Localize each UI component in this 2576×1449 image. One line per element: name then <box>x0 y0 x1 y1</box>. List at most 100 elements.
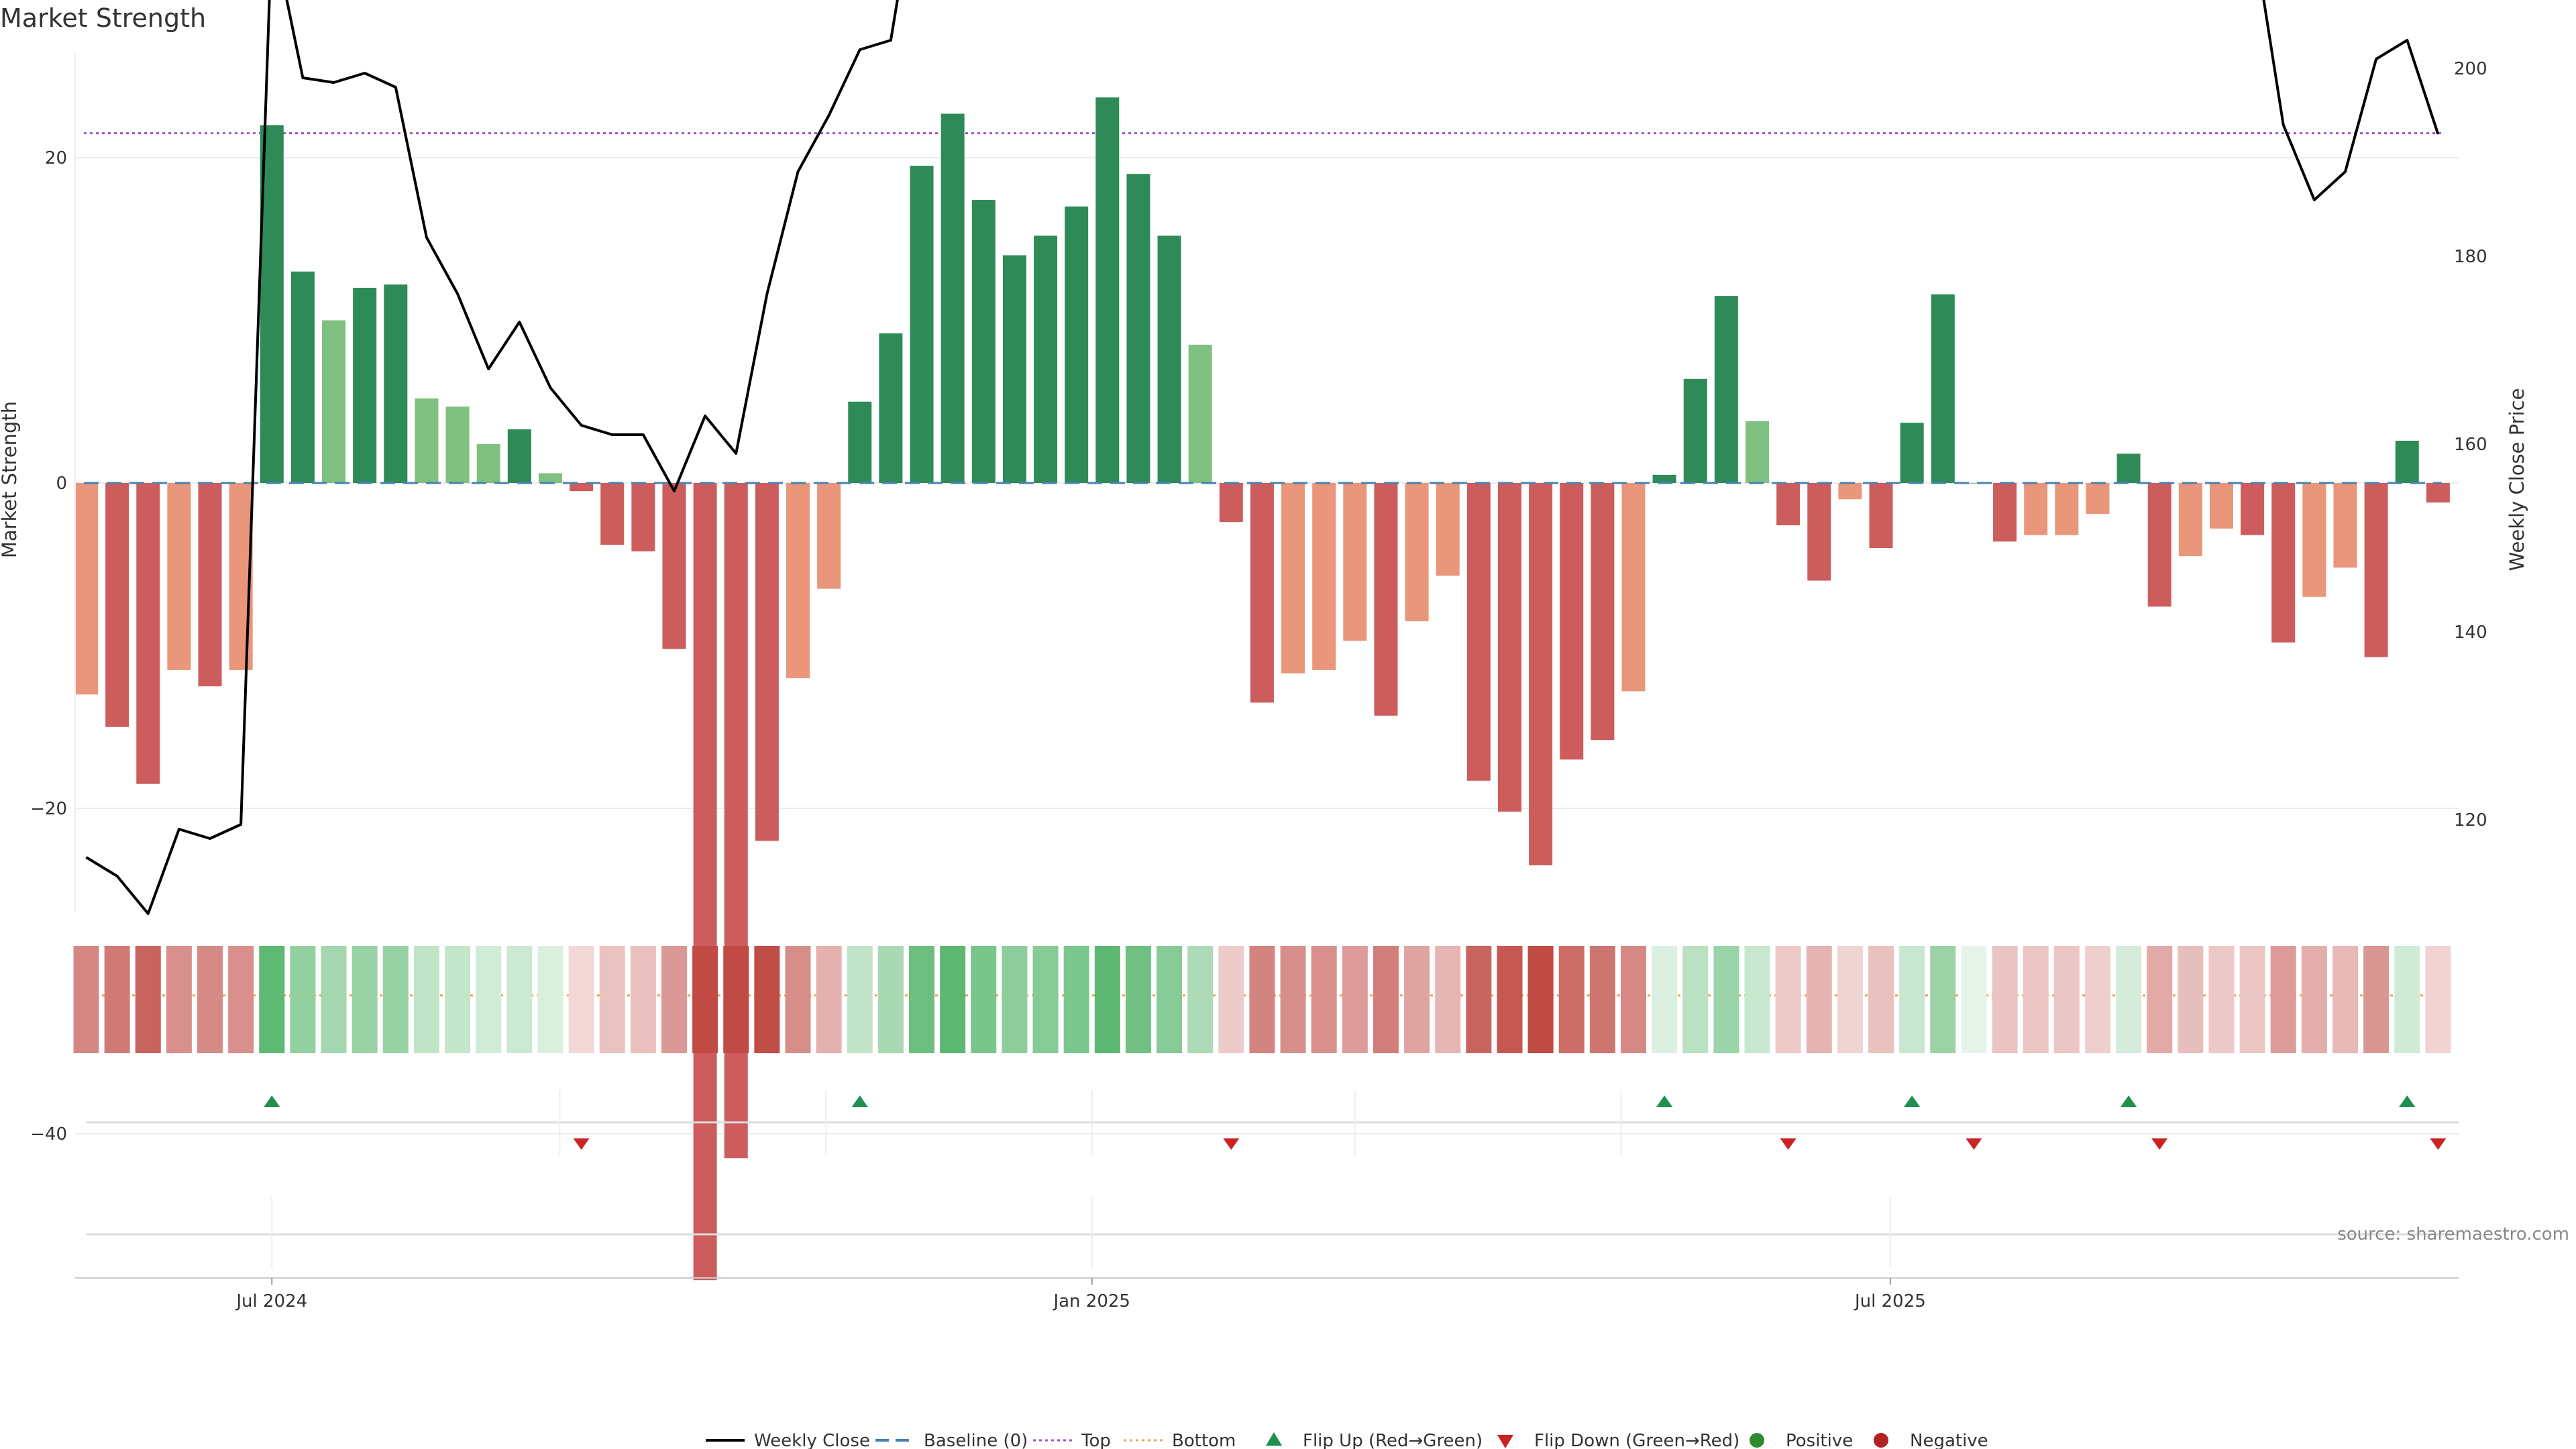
heat-cell <box>2332 946 2358 1053</box>
strength-bar <box>848 401 872 483</box>
weekly-close-line <box>85 0 2440 915</box>
strength-bar <box>1250 483 1274 703</box>
heat-cell <box>1837 946 1863 1053</box>
heat-cell <box>1744 946 1770 1053</box>
heat-cell <box>321 946 347 1053</box>
heat-cell <box>1002 946 1028 1053</box>
strength-bar <box>1188 344 1212 483</box>
strength-bar <box>136 483 160 784</box>
strength-bar <box>415 398 439 483</box>
legend-swatch-flip-down <box>1497 1435 1513 1448</box>
heat-cell <box>785 946 811 1053</box>
strength-bars <box>74 97 2450 1281</box>
heat-cell <box>1280 946 1306 1053</box>
strength-bar <box>2178 483 2202 557</box>
strength-bar <box>384 284 408 483</box>
heat-cell <box>506 946 533 1053</box>
heat-cell <box>1032 946 1059 1053</box>
heat-cell <box>1311 946 1337 1053</box>
heat-cell <box>1125 946 1151 1053</box>
heat-cell <box>877 946 904 1053</box>
heat-cell <box>166 946 192 1053</box>
flip-up-marker <box>2121 1095 2137 1107</box>
strength-bar <box>2241 483 2265 535</box>
flip-up-marker <box>851 1095 868 1107</box>
legend: Weekly Close Baseline (0) Top Bottom Flip Up… <box>706 1431 1988 1449</box>
heat-cell <box>1249 946 1275 1053</box>
heat-cell <box>568 946 594 1053</box>
strength-bar <box>662 483 686 649</box>
heat-cell <box>909 946 935 1053</box>
y2-tick-label: 140 <box>2454 623 2487 643</box>
heat-cell <box>1527 946 1554 1053</box>
flip-down-marker <box>2151 1138 2168 1150</box>
legend-label: Flip Down (Green→Red) <box>1534 1431 1739 1449</box>
strength-bar <box>1621 483 1646 692</box>
strength-bar <box>1962 483 1986 484</box>
heat-cell <box>290 946 316 1053</box>
strength-bar <box>2209 483 2233 529</box>
strength-bar <box>1095 97 1120 483</box>
flip-down-marker <box>573 1138 590 1150</box>
strength-bar <box>1065 206 1089 483</box>
heat-cell <box>73 946 99 1053</box>
x-tick-label: Jul 2025 <box>1854 1291 1926 1311</box>
strength-bar <box>1652 474 1676 483</box>
heat-cell <box>754 946 780 1053</box>
strength-bar <box>290 271 315 483</box>
x-tick-label: Jul 2024 <box>235 1291 307 1311</box>
heat-cell <box>816 946 842 1053</box>
source-credit: source: sharemaestro.com <box>2337 1224 2569 1244</box>
heat-cell <box>135 946 161 1053</box>
heat-cell <box>1806 946 1832 1053</box>
strength-bar <box>1281 483 1305 674</box>
strength-bar <box>1900 423 1924 483</box>
strength-bar <box>631 483 655 551</box>
heat-cell <box>2147 946 2173 1053</box>
strength-bar <box>724 483 748 1159</box>
legend-label: Top <box>1081 1431 1111 1449</box>
strength-bar <box>1776 483 1801 526</box>
heat-cell <box>1218 946 1244 1053</box>
heat-cell <box>537 946 564 1053</box>
strength-bar <box>1869 483 1893 548</box>
heat-cell <box>1868 946 1894 1053</box>
right-y-axis: 120140160180200220240260280 <box>2454 59 2487 830</box>
flip-markers <box>86 1090 2459 1268</box>
heat-cell <box>445 946 471 1053</box>
weekly-close-line-group <box>85 0 2440 915</box>
y-axis-title: Market Strength <box>0 401 21 558</box>
strength-bar <box>755 483 779 841</box>
heat-cell <box>1589 946 1615 1053</box>
strength-bar <box>1466 483 1491 781</box>
heat-cell <box>1342 946 1368 1053</box>
heat-cell <box>1187 946 1214 1053</box>
strength-bar <box>322 320 346 483</box>
heat-cell <box>1652 946 1678 1053</box>
x-tick-label: Jan 2025 <box>1052 1291 1130 1311</box>
heat-cell <box>1497 946 1523 1053</box>
heat-cell <box>2053 946 2080 1053</box>
x-axis: Jul 2024 Jan 2025 Jul 2025 <box>75 1277 2459 1311</box>
legend-label: Flip Up (Red→Green) <box>1303 1431 1483 1449</box>
strength-bar <box>1497 483 1521 812</box>
strength-bar <box>198 483 222 687</box>
heat-cell <box>971 946 997 1053</box>
strength-bar <box>2055 483 2079 535</box>
strength-bar <box>74 483 98 695</box>
flip-down-marker <box>1966 1138 1982 1150</box>
strength-bar <box>353 288 377 483</box>
strength-bar <box>507 429 531 483</box>
heat-cell <box>599 946 625 1053</box>
heat-cell <box>1466 946 1492 1053</box>
strength-bar <box>2426 483 2450 503</box>
strength-bar <box>1343 483 1367 641</box>
strength-bar <box>879 333 903 483</box>
strength-bar <box>1746 421 1770 483</box>
heat-cell <box>1404 946 1430 1053</box>
heat-cell <box>847 946 873 1053</box>
legend-label: Positive <box>1786 1431 1853 1449</box>
heat-cell <box>1899 946 1925 1053</box>
heat-cell <box>1961 946 1987 1053</box>
